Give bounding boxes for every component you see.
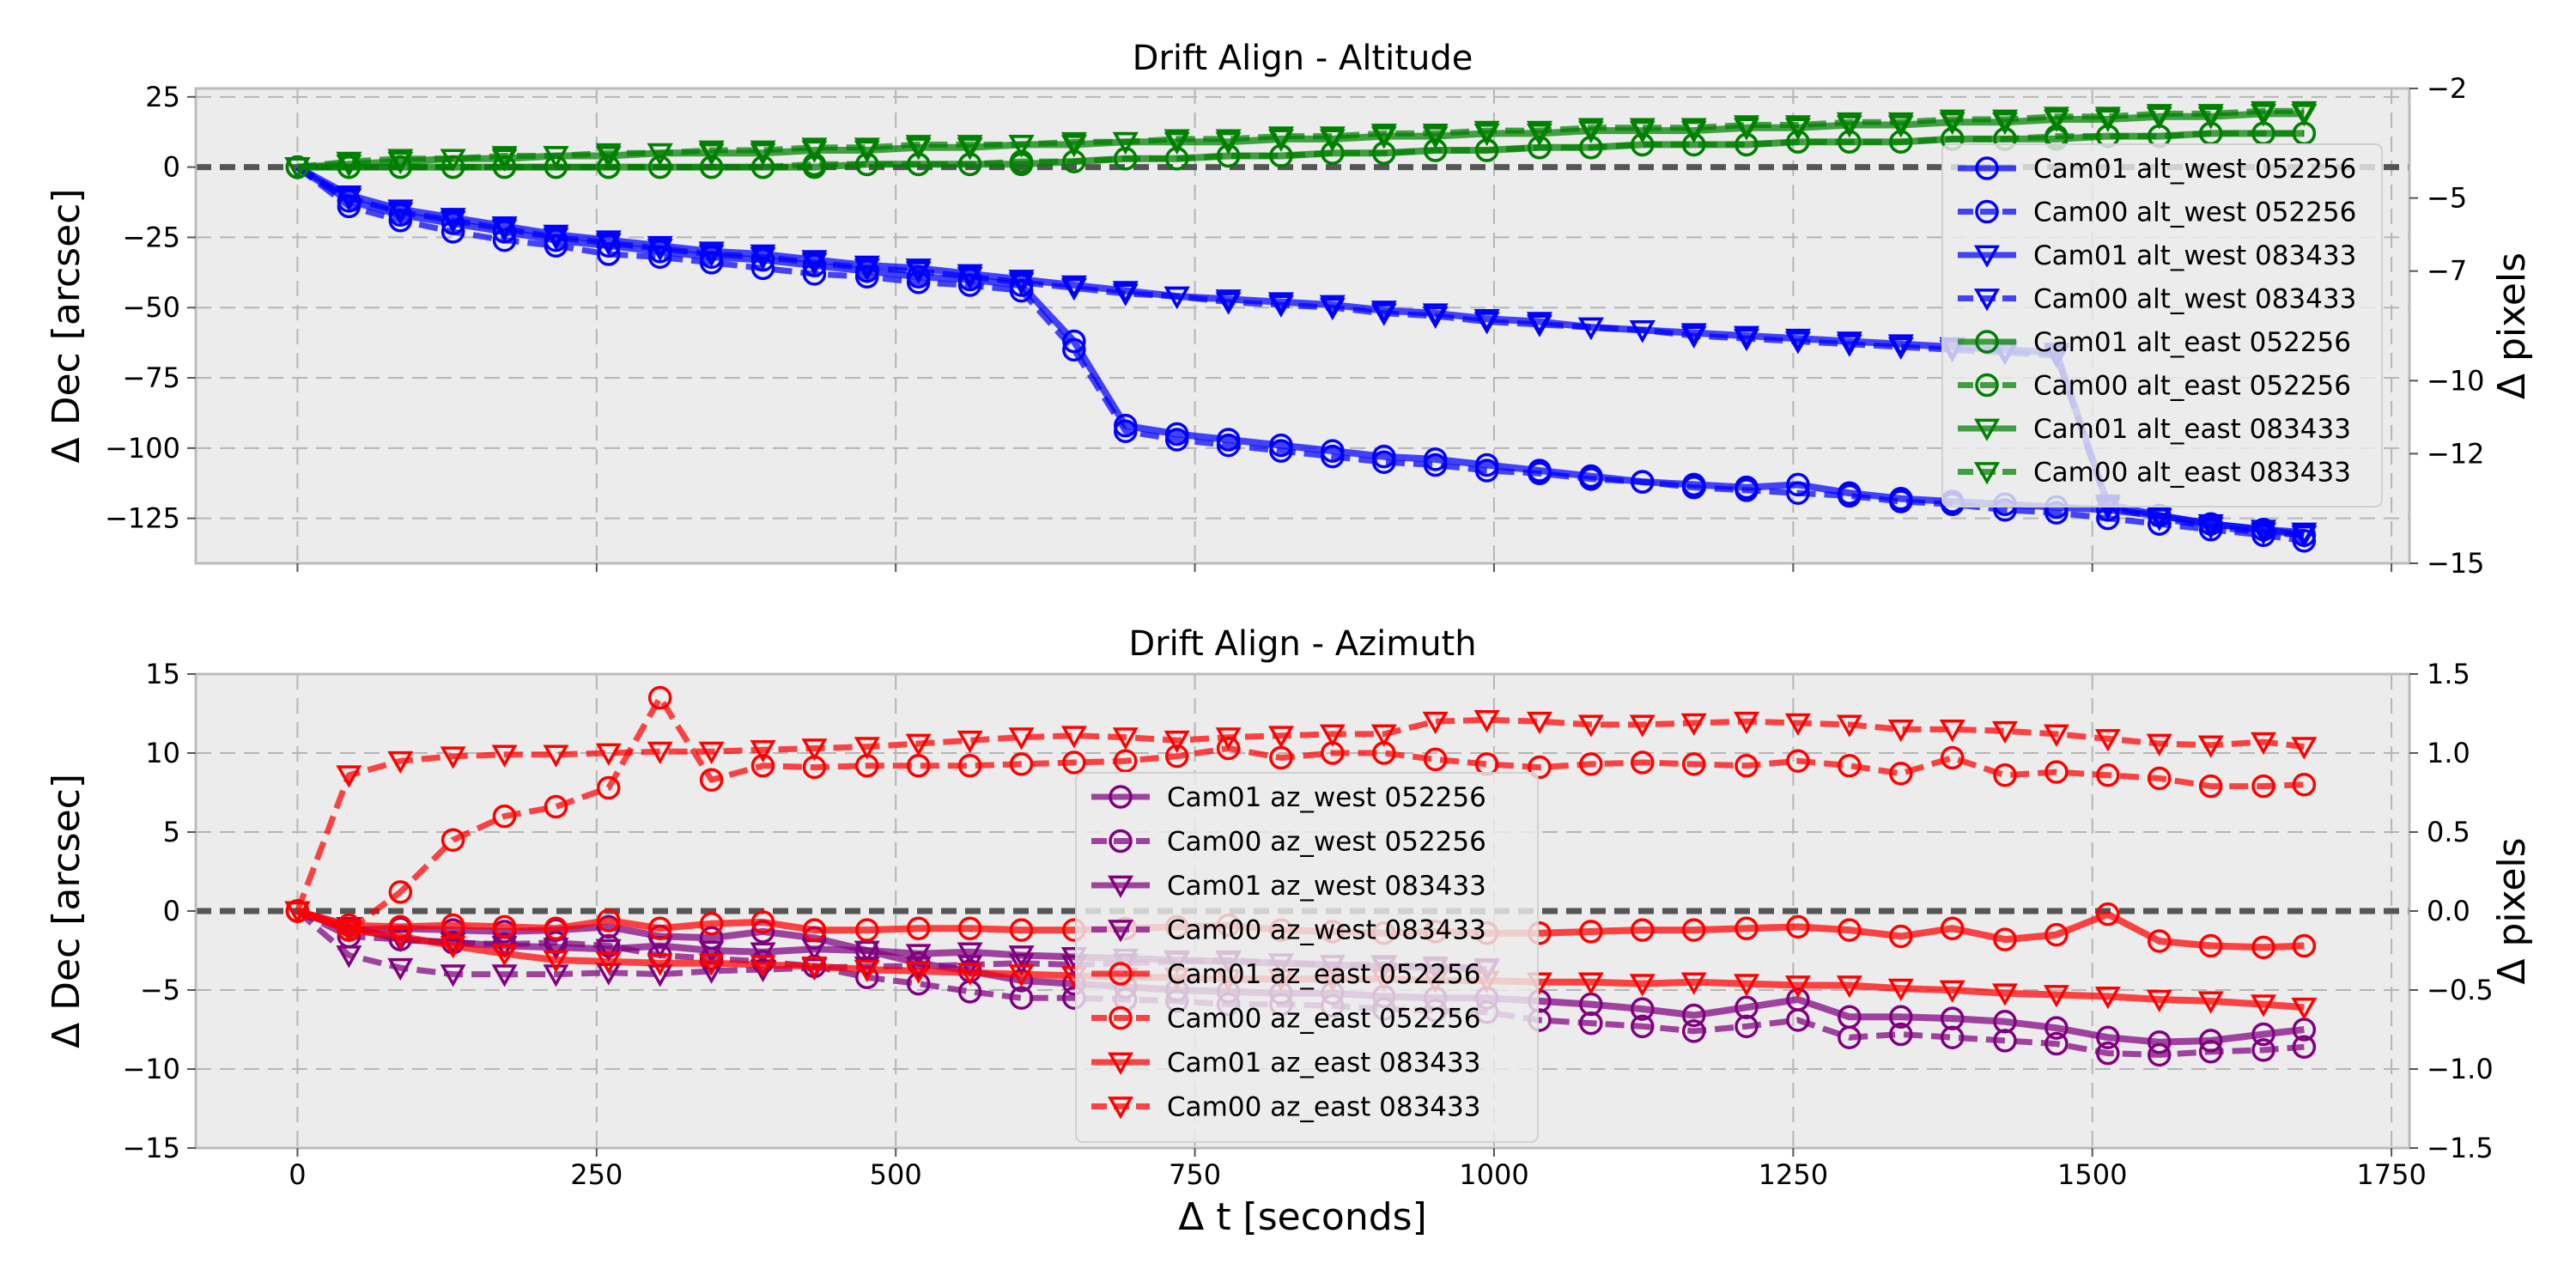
y-tick-label: 25 — [145, 81, 180, 113]
legend-label: Cam00 alt_west 083433 — [2033, 284, 2356, 315]
y2-tick-label: −1.5 — [2427, 1132, 2494, 1164]
y-axis-label: Δ Dec [arcsec] — [45, 188, 88, 463]
y2-tick-label: −12 — [2427, 437, 2485, 470]
legend-label: Cam00 alt_east 052256 — [2033, 371, 2351, 402]
y2-tick-label: 0.0 — [2427, 895, 2470, 927]
y2-tick-label: 1.0 — [2427, 737, 2470, 769]
x-tick-label: 1500 — [2057, 1158, 2127, 1191]
legend-label: Cam00 az_west 083433 — [1167, 915, 1486, 946]
y-tick-label: 0 — [163, 151, 180, 184]
y2-tick-label: 1.5 — [2427, 658, 2470, 690]
y-axis-label: Δ Dec [arcsec] — [45, 774, 88, 1048]
legend-label: Cam01 alt_west 052256 — [2033, 154, 2356, 185]
x-tick-label: 250 — [570, 1158, 623, 1191]
legend-label: Cam01 az_west 083433 — [1167, 871, 1486, 902]
y2-tick-label: 0.5 — [2427, 816, 2470, 848]
y-tick-label: −10 — [122, 1053, 180, 1085]
legend-label: Cam00 az_east 083433 — [1167, 1092, 1480, 1123]
x-tick-label: 1250 — [1759, 1158, 1828, 1191]
y-tick-label: 0 — [163, 895, 180, 927]
y2-tick-label: −5 — [2427, 182, 2467, 215]
y2-tick-label: −2 — [2427, 72, 2467, 105]
y-tick-label: −75 — [122, 361, 180, 394]
y2-tick-label: −0.5 — [2427, 974, 2494, 1006]
y-tick-label: −125 — [105, 502, 180, 535]
y2-axis-label: Δ pixels — [2490, 837, 2534, 984]
panel-title: Drift Align - Azimuth — [1128, 624, 1476, 664]
legend-label: Cam00 az_west 052256 — [1167, 827, 1486, 858]
legend-label: Cam01 az_east 052256 — [1167, 959, 1480, 990]
legend-label: Cam01 az_west 052256 — [1167, 782, 1486, 813]
y-tick-label: −5 — [140, 974, 180, 1006]
panel-title: Drift Align - Altitude — [1133, 39, 1473, 78]
y2-tick-label: −15 — [2427, 547, 2485, 580]
y-tick-label: −25 — [122, 221, 180, 253]
x-tick-label: 750 — [1169, 1158, 1221, 1191]
x-tick-label: 1750 — [2356, 1158, 2426, 1191]
legend: Cam01 az_west 052256 Cam00 az_west 052256… — [1076, 773, 1538, 1142]
x-tick-label: 0 — [289, 1158, 306, 1191]
y-tick-label: 15 — [145, 658, 180, 690]
y-tick-label: 5 — [163, 816, 180, 848]
altitude-panel: 25 0 −25 −50 −75 −100 −125 −2 −5 −7 −10 −12 −15 Drift… — [45, 39, 2534, 580]
y2-tick-label: −7 — [2427, 255, 2467, 288]
legend-label: Cam01 alt_east 083433 — [2033, 414, 2351, 445]
y-tick-label: −15 — [122, 1132, 180, 1164]
legend-label: Cam00 alt_west 052256 — [2033, 197, 2356, 228]
azimuth-panel: 0 250 500 750 1000 1250 1500 1750 15 10 5 0 −5 −10 −15… — [45, 624, 2534, 1239]
legend-label: Cam01 alt_east 052256 — [2033, 327, 2351, 358]
y-tick-label: 10 — [145, 737, 180, 769]
x-tick-label: 1000 — [1459, 1158, 1528, 1191]
legend-label: Cam01 alt_west 083433 — [2033, 240, 2356, 271]
legend-label: Cam00 alt_east 083433 — [2033, 458, 2351, 489]
y-tick-label: −100 — [105, 432, 180, 465]
x-axis-label: Δ t [seconds] — [1178, 1195, 1427, 1239]
y2-axis-label: Δ pixels — [2490, 252, 2534, 399]
x-tick-label: 500 — [870, 1158, 922, 1191]
legend-label: Cam01 az_east 083433 — [1167, 1048, 1480, 1078]
y-tick-label: −50 — [122, 291, 180, 324]
legend: Cam01 alt_west 052256 Cam00 alt_west 0522… — [1942, 144, 2382, 507]
y2-tick-label: −10 — [2427, 364, 2485, 397]
y2-tick-label: −1.0 — [2427, 1053, 2494, 1085]
legend-label: Cam00 az_east 052256 — [1167, 1004, 1480, 1035]
